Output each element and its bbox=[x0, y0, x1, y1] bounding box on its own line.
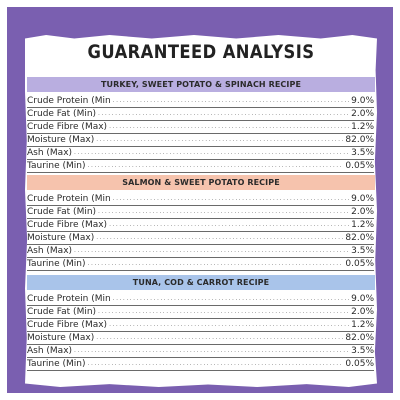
table-row: Ash (Max)...............................… bbox=[27, 246, 374, 258]
purple-frame: GUARANTEED ANALYSIS TURKEY, SWEET POTATO… bbox=[7, 7, 393, 393]
table-row: Crude Fibre (Max).......................… bbox=[27, 122, 374, 134]
table-row: Moisture (Max)..........................… bbox=[27, 333, 374, 345]
section-heading-salmon: SALMON & SWEET POTATO RECIPE bbox=[27, 175, 375, 190]
table-row: Moisture (Max)..........................… bbox=[27, 233, 374, 245]
table-row: Taurine (Min)...........................… bbox=[27, 259, 374, 271]
section-heading-turkey: TURKEY, SWEET POTATO & SPINACH RECIPE bbox=[27, 77, 375, 92]
section-rows-turkey: Crude Protein (Min......................… bbox=[27, 95, 374, 173]
table-row: Ash (Max)...............................… bbox=[27, 148, 374, 160]
section-rows-salmon: Crude Protein (Min......................… bbox=[27, 193, 374, 271]
section-heading-tuna: TUNA, COD & CARROT RECIPE bbox=[27, 275, 375, 290]
table-row: Crude Fat (Min).........................… bbox=[27, 207, 374, 219]
table-row: Crude Protein (Min......................… bbox=[27, 194, 374, 206]
table-row: Moisture (Max)..........................… bbox=[27, 135, 374, 147]
table-row: Crude Fibre (Max).......................… bbox=[27, 320, 374, 332]
table-row: Crude Fat (Min).........................… bbox=[27, 307, 374, 319]
analysis-card: GUARANTEED ANALYSIS TURKEY, SWEET POTATO… bbox=[25, 35, 377, 387]
table-row: Crude Protein (Min......................… bbox=[27, 96, 374, 108]
table-row: Crude Fibre (Max).......................… bbox=[27, 220, 374, 232]
section-rows-tuna: Crude Protein (Min......................… bbox=[27, 293, 374, 371]
table-row: Taurine (Min)...........................… bbox=[27, 359, 374, 371]
table-row: Taurine (Min)...........................… bbox=[27, 161, 374, 173]
table-row: Ash (Max)...............................… bbox=[27, 346, 374, 358]
table-row: Crude Protein (Min......................… bbox=[27, 294, 374, 306]
page-title: GUARANTEED ANALYSIS bbox=[87, 41, 315, 63]
table-row: Crude Fat (Min).........................… bbox=[27, 109, 374, 121]
